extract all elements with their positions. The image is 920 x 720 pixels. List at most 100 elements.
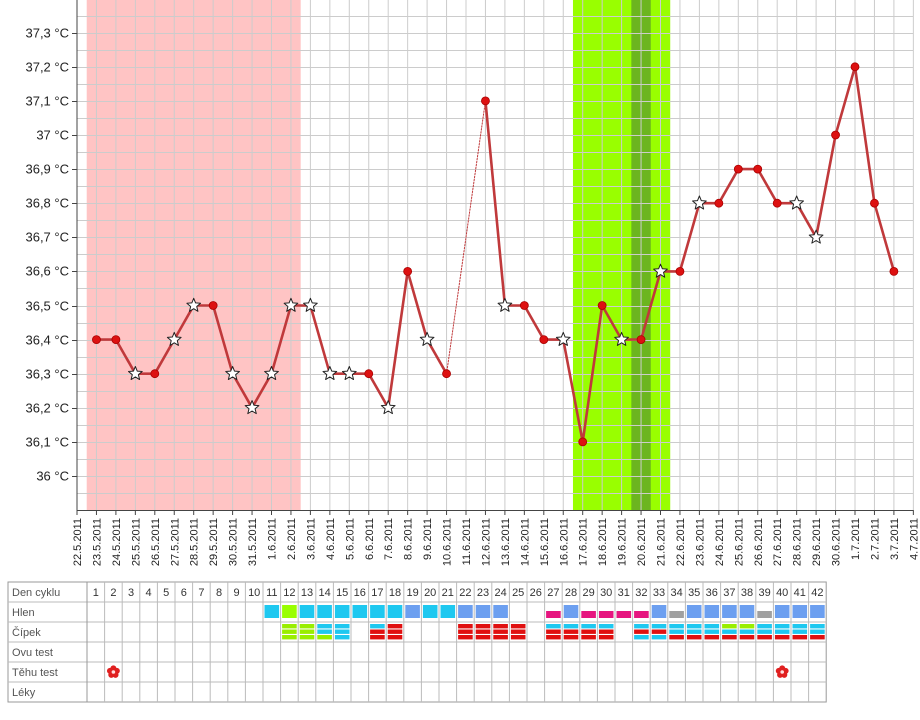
y-tick-label: 36,4 °C — [25, 333, 69, 348]
cycle-day-number: 8 — [216, 587, 222, 599]
data-point — [597, 301, 607, 310]
cycle-day-number: 21 — [442, 587, 454, 599]
cipek-mark — [299, 629, 315, 634]
x-tick-label: 20.6.2011 — [636, 518, 648, 566]
cipek-mark — [387, 624, 403, 629]
x-tick-label: 30.5.2011 — [228, 518, 240, 566]
data-point-star — [653, 263, 668, 278]
cipek-mark — [458, 624, 473, 629]
x-tick-label: 14.6.2011 — [519, 518, 531, 566]
data-point-star — [497, 297, 513, 312]
hlen-mark — [563, 605, 579, 618]
cipek-mark — [282, 624, 297, 629]
hlen-mark — [352, 605, 368, 618]
cycle-day-number: 1 — [93, 587, 99, 599]
cycle-day-number: 39 — [758, 587, 770, 599]
cipek-mark — [475, 624, 491, 629]
cipek-mark — [774, 624, 790, 629]
series-segment — [853, 65, 876, 205]
cipek-mark — [810, 635, 825, 640]
cipek-mark — [334, 635, 350, 640]
cipek-mark — [581, 624, 596, 629]
cipek-mark — [317, 629, 332, 634]
cycle-day-number: 28 — [565, 587, 577, 599]
y-tick-label: 36,8 °C — [25, 196, 69, 211]
data-point-star — [380, 400, 396, 415]
x-tick-label: 17.6.2011 — [578, 518, 590, 566]
cipek-mark — [704, 635, 720, 640]
cipek-mark — [704, 629, 720, 634]
flower-center — [111, 670, 116, 674]
data-point-star — [186, 297, 202, 312]
table-row-label: Čípek — [12, 626, 41, 639]
series-segment — [581, 304, 604, 444]
y-tick-label: 36,2 °C — [25, 401, 69, 416]
hlen-mark — [722, 605, 737, 618]
data-point — [850, 62, 860, 72]
data-point — [772, 198, 782, 208]
cipek-mark — [739, 635, 755, 640]
hlen-mark — [370, 605, 385, 618]
cycle-day-number: 16 — [354, 587, 366, 599]
data-point-star — [614, 331, 629, 346]
cipek-mark — [598, 629, 614, 634]
hlen-mark — [299, 605, 315, 618]
x-tick-label: 1.6.2011 — [267, 518, 279, 560]
series-segment — [678, 201, 701, 273]
cipek-mark — [546, 624, 561, 629]
flower-petal — [106, 667, 113, 674]
cycle-day-number: 7 — [198, 587, 204, 599]
hlen-mark — [422, 605, 438, 618]
x-tick-label: 23.6.2011 — [694, 518, 706, 566]
x-tick-label: 4.6.2011 — [325, 518, 337, 560]
hlen-mark — [546, 611, 561, 618]
x-tick-label: 27.6.2011 — [772, 518, 784, 566]
data-point-star — [128, 366, 143, 381]
y-tick-label: 37 °C — [36, 128, 69, 143]
cycle-day-number: 20 — [424, 587, 436, 599]
data-point — [753, 164, 763, 174]
data-point — [636, 335, 646, 345]
hlen-mark — [757, 611, 772, 618]
cipek-mark — [387, 629, 403, 634]
data-point-star — [555, 331, 571, 346]
y-tick-label: 36,6 °C — [25, 264, 69, 279]
data-point-star — [225, 366, 240, 381]
y-tick-label: 36,3 °C — [25, 367, 69, 382]
x-tick-label: 4.7.2011 — [908, 518, 920, 560]
hlen-mark — [405, 605, 420, 618]
x-tick-label: 1.7.2011 — [850, 518, 862, 560]
cycle-table: Den cyklu Hlen Čípek Ovu test Těhu test Léky 1… — [7, 581, 827, 703]
cipek-mark — [282, 629, 297, 634]
y-tick-label: 37,1 °C — [25, 94, 69, 109]
cipek-mark — [563, 624, 579, 629]
x-tick-label: 23.5.2011 — [91, 518, 103, 566]
x-tick-label: 5.6.2011 — [344, 518, 356, 560]
x-tick-label: 6.6.2011 — [364, 518, 376, 560]
cycle-day-number: 6 — [181, 587, 187, 599]
cycle-day-number: 30 — [600, 587, 612, 599]
cycle-day-number: 24 — [494, 587, 506, 599]
series-segment — [406, 270, 429, 341]
series-segment — [114, 338, 137, 376]
cipek-mark — [651, 629, 667, 634]
cipek-mark — [634, 624, 649, 629]
cipek-mark — [581, 629, 596, 634]
cipek-mark — [299, 635, 315, 640]
data-point — [150, 369, 160, 379]
cipek-mark — [757, 624, 772, 629]
hlen-mark — [387, 605, 403, 618]
cipek-mark — [739, 629, 755, 634]
cipek-mark — [634, 635, 649, 640]
series-segment — [484, 99, 507, 307]
cycle-day-number: 41 — [794, 587, 806, 599]
cipek-mark — [370, 629, 385, 634]
data-point — [208, 301, 218, 310]
x-tick-label: 24.6.2011 — [714, 518, 726, 566]
x-tick-label: 15.6.2011 — [539, 518, 551, 566]
series-segment — [639, 270, 662, 341]
cipek-mark — [282, 635, 297, 640]
data-point-star — [244, 400, 260, 415]
cipek-mark — [774, 629, 790, 634]
